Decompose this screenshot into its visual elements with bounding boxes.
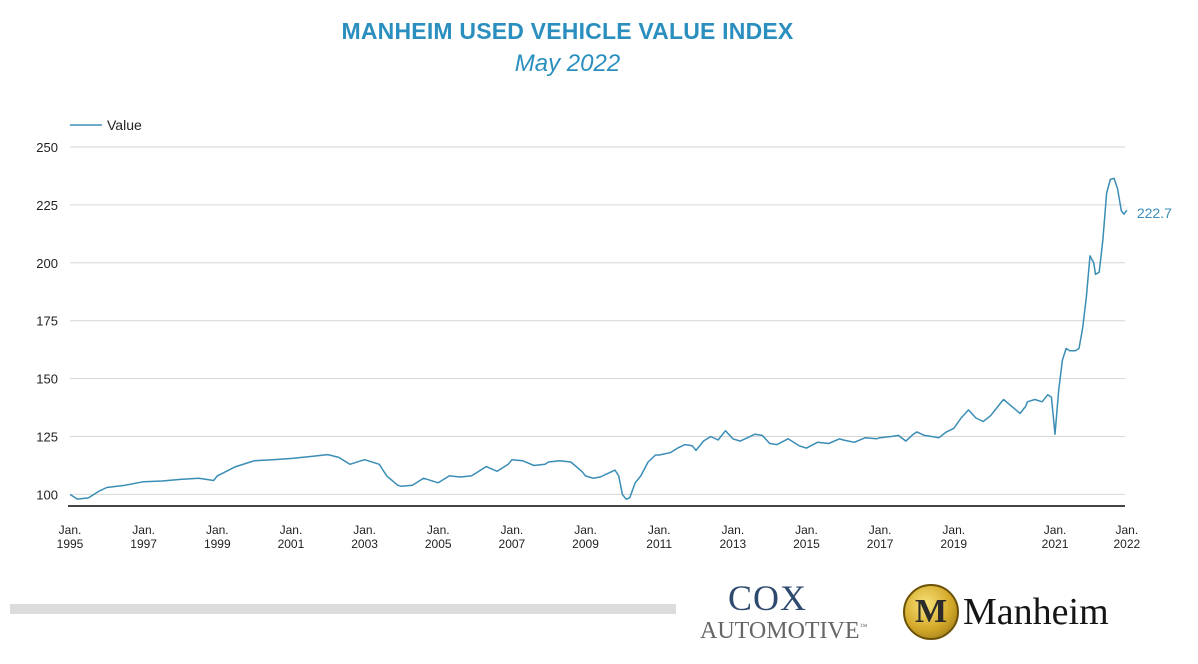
x-tick-label-2009: Jan. 2009 [572,523,599,551]
y-tick-label-225: 225 [36,198,58,213]
x-tick-label-1995: Jan. 1995 [57,523,84,551]
x-tick-label-2013: Jan. 2013 [719,523,746,551]
line-chart: 100 125 150 175 200 225 250 Jan. 1995 Jan. 1997 Jan… [36,117,1172,551]
series-line-value [69,177,1128,500]
chart-title: MANHEIM USED VEHICLE VALUE INDEX [341,18,794,44]
x-tick-label-2022: Jan. 2022 [1113,523,1140,551]
manheim-badge-icon: M [903,584,959,640]
cox-automotive-logo: COX AUTOMOTIVE™ [700,578,868,644]
y-tick-label-175: 175 [36,314,58,329]
x-tick-label-2005: Jan. 2005 [425,523,452,551]
x-tick-label-2019: Jan. 2019 [940,523,967,551]
y-tick-label-125: 125 [36,430,58,445]
x-tick-label-1997: Jan. 1997 [130,523,157,551]
y-tick-label-200: 200 [36,256,58,271]
x-tick-label-2007: Jan. 2007 [499,523,526,551]
x-tick-label-2015: Jan. 2015 [793,523,820,551]
y-tick-label-150: 150 [36,372,58,387]
x-tick-label-2011: Jan. 2011 [646,523,672,551]
x-tick-label-2001: Jan. 2001 [278,523,305,551]
y-tick-label-250: 250 [36,140,58,155]
legend-label: Value [107,117,142,133]
x-tick-label-2021: Jan. 2021 [1042,523,1069,551]
x-tick-label-2017: Jan. 2017 [867,523,894,551]
x-tick-label-2003: Jan. 2003 [351,523,378,551]
footer-bar [10,604,676,614]
chart-subtitle: May 2022 [514,50,621,77]
manheim-logo: M Manheim [903,584,1143,644]
end-value-label: 222.7 [1137,205,1172,221]
y-tick-label-100: 100 [36,487,58,502]
x-tick-label-1999: Jan. 1999 [204,523,231,551]
